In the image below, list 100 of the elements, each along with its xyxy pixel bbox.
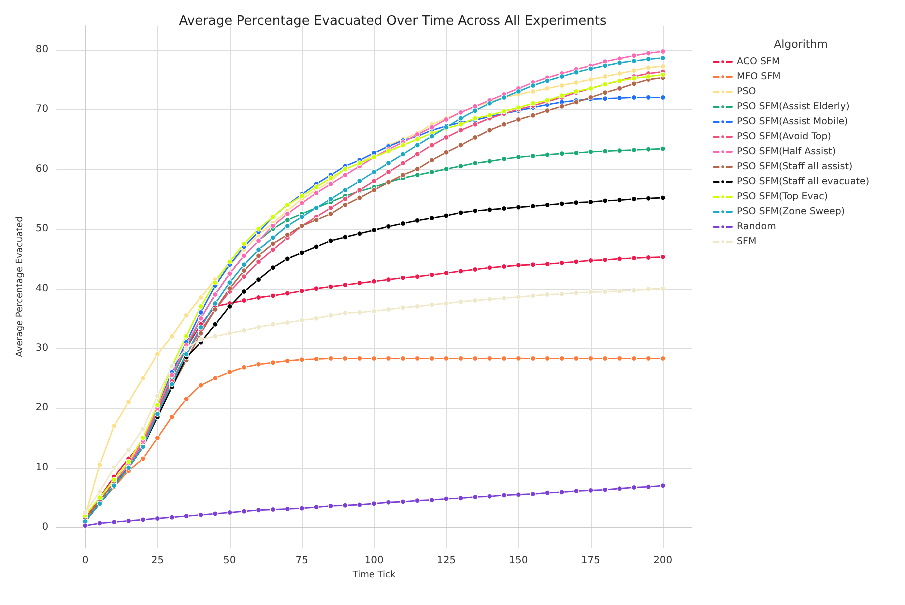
- point: [444, 213, 450, 219]
- point: [184, 312, 190, 318]
- point: [97, 462, 103, 468]
- point: [270, 322, 276, 328]
- point: [414, 166, 420, 172]
- point: [588, 66, 594, 72]
- point: [242, 262, 248, 268]
- x-tick-label: 50: [224, 556, 236, 566]
- point: [386, 500, 392, 506]
- point: [444, 300, 450, 307]
- point: [646, 286, 652, 292]
- point: [284, 256, 290, 262]
- point: [646, 50, 652, 56]
- point: [256, 259, 262, 265]
- point: [198, 310, 204, 316]
- point: [284, 290, 290, 296]
- point: [472, 356, 478, 362]
- point: [270, 506, 276, 513]
- chart-title: Average Percentage Evacuated Over Time Across All Experiments: [179, 14, 607, 29]
- point: [429, 272, 435, 278]
- point: [154, 435, 161, 441]
- point: [458, 164, 464, 170]
- point: [227, 280, 233, 286]
- point: [169, 414, 175, 420]
- point: [242, 274, 248, 280]
- point: [588, 290, 594, 296]
- point: [357, 195, 363, 201]
- point: [458, 116, 464, 122]
- point: [184, 334, 190, 340]
- point: [646, 94, 652, 100]
- point: [429, 216, 435, 222]
- point: [184, 514, 190, 520]
- point: [617, 148, 623, 154]
- point: [588, 356, 594, 362]
- y-tick-label: 0: [42, 522, 49, 534]
- point: [299, 506, 305, 512]
- point: [530, 100, 536, 106]
- point: [660, 64, 666, 70]
- point: [646, 74, 652, 80]
- point: [314, 316, 320, 322]
- point: [400, 172, 406, 178]
- point: [386, 170, 392, 176]
- point: [270, 247, 276, 253]
- point: [400, 160, 406, 166]
- point: [140, 517, 146, 523]
- x-axis-title: Time Tick: [352, 570, 396, 580]
- point: [212, 511, 218, 517]
- point: [299, 200, 305, 206]
- point: [588, 199, 594, 205]
- point: [314, 244, 320, 250]
- point: [660, 286, 666, 292]
- point: [602, 257, 608, 263]
- point: [646, 56, 652, 62]
- point: [270, 235, 276, 241]
- point: [544, 78, 550, 84]
- point: [256, 226, 262, 232]
- point: [169, 372, 175, 378]
- point: [212, 376, 218, 382]
- point: [256, 277, 262, 283]
- y-tick-label: 30: [36, 343, 49, 354]
- legend-label: PSO SFM(Half Assist): [737, 146, 836, 158]
- point: [559, 151, 565, 157]
- point: [530, 82, 536, 89]
- point: [602, 487, 608, 493]
- point: [631, 484, 638, 490]
- point: [97, 520, 103, 526]
- point: [631, 81, 638, 87]
- x-tick-label: 100: [364, 556, 384, 566]
- point: [472, 122, 478, 128]
- x-tick-label: 125: [436, 556, 456, 566]
- point: [444, 166, 450, 172]
- point: [112, 477, 118, 483]
- point: [646, 146, 652, 152]
- point: [414, 498, 420, 504]
- point: [602, 148, 608, 154]
- point: [429, 158, 435, 164]
- point: [544, 356, 550, 362]
- x-tick-label: 0: [82, 556, 89, 566]
- point: [400, 499, 406, 505]
- point: [227, 330, 233, 336]
- point: [126, 518, 132, 524]
- point: [198, 382, 204, 388]
- point: [400, 305, 406, 311]
- point: [444, 496, 450, 502]
- legend-label: Random: [737, 222, 776, 232]
- point: [414, 152, 420, 158]
- point: [617, 486, 623, 492]
- point: [516, 88, 522, 94]
- point: [516, 154, 522, 160]
- y-tick-label: 40: [36, 283, 49, 294]
- point: [574, 259, 580, 265]
- legend-label: PSO SFM(Staff all assist): [737, 162, 853, 172]
- point: [660, 356, 666, 362]
- point: [472, 134, 478, 140]
- point: [372, 501, 378, 507]
- point: [242, 288, 248, 295]
- point: [400, 142, 406, 148]
- point: [342, 502, 348, 508]
- point: [242, 328, 248, 334]
- point: [198, 336, 204, 342]
